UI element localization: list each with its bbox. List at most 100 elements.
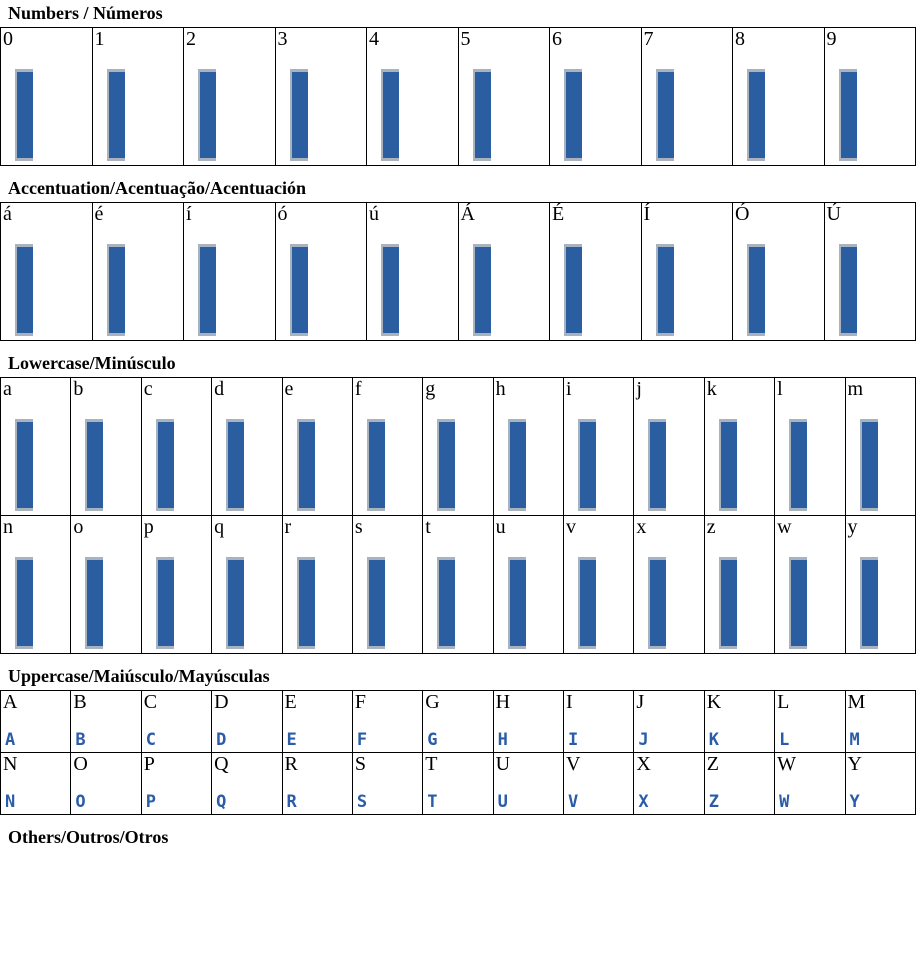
glyph-bar [655,69,674,161]
char-cell: w [774,515,846,654]
char-cell: 8 [732,27,825,166]
pixel-letter-glyph: X [638,792,648,812]
pixel-letter-glyph: S [356,792,367,812]
char-cell: 5 [457,27,550,166]
char-cell: y [844,515,916,654]
glyph-bar [366,419,385,511]
char-label: k [706,378,717,401]
char-label: X [636,753,651,776]
glyph-bar [296,419,315,511]
glyph-bar [106,69,125,161]
char-cell: s [351,515,424,654]
char-cell: 7 [640,27,733,166]
lowercase-table-slot: a b c d e f g h i j k l m n o p q r s t u v x z w y [0,377,916,654]
section-heading-lowercase: Lowercase/Minúsculo [8,353,176,373]
pixel-letter-glyph: T [427,792,437,812]
glyph-bar [289,69,308,161]
pixel-letter-glyph: C [145,730,156,750]
char-cell: e [281,377,353,516]
glyph-bar [296,557,315,649]
char-label: 6 [552,28,562,51]
char-label: M [847,691,866,714]
char-label: m [847,378,864,401]
char-label: S [354,753,366,776]
char-cell: r [281,515,353,654]
section-heading-numbers: Numbers / Números [8,3,163,23]
pixel-letter-glyph: M [849,730,860,750]
glyph-bar [381,69,399,161]
char-cell: f [351,377,424,516]
glyph-bar [289,244,308,336]
glyph-bar [789,557,808,649]
glyph-bar [859,557,878,649]
glyph-bar [85,419,104,511]
char-label: F [354,691,366,714]
char-label: R [284,753,298,776]
char-cell: d [211,377,283,516]
char-label: D [214,691,229,714]
pixel-letter-glyph: F [356,730,367,750]
glyph-bar [155,557,174,649]
char-label: Ó [735,203,750,226]
pixel-letter-glyph: G [427,730,437,750]
char-label: U [495,753,511,776]
char-cell: u [492,515,565,654]
char-cell: l [774,377,846,516]
glyph-bar [648,419,667,511]
glyph-bar [366,557,385,649]
numbers-table-slot: 0 1 2 3 4 5 6 7 8 9 [0,27,916,166]
char-label: w [777,516,792,539]
pixel-letter-glyph: E [286,730,297,750]
section-heading-uppercase: Uppercase/Maiúsculo/Mayúsculas [8,666,270,686]
numbers-table: 0 1 2 3 4 5 6 7 8 9 [0,27,916,166]
char-label: h [495,378,506,401]
char-label: C [143,691,158,714]
char-label: u [495,516,506,539]
pixel-letter-glyph: W [779,792,789,812]
char-cell: é [91,202,184,341]
glyph-bar [578,419,596,511]
char-label: V [566,753,581,776]
char-label: T [425,753,438,776]
char-label: 7 [643,28,654,51]
char-label: K [706,691,722,714]
glyph-bar [507,557,526,649]
pixel-letter-glyph: K [708,730,719,750]
char-cell: 9 [823,27,916,166]
char-label: q [214,516,225,539]
char-cell: c [140,377,213,516]
glyph-bar [106,244,125,336]
char-cell: ú [366,202,459,341]
char-label: O [73,753,88,776]
char-cell: 1 [91,27,184,166]
char-label: c [143,378,153,401]
pixel-letter-glyph: Z [708,792,719,812]
font-sample-page: Numbers / Números 0 1 2 3 4 5 6 7 8 9 Accentuatio… [0,3,916,848]
char-label: x [636,516,647,539]
section-heading-accentuation: Accentuation/Acentuação/Acentuación [8,178,306,198]
section-heading-others: Others/Outros/Otros [8,827,169,847]
char-label: p [143,516,154,539]
char-cell: Ú [823,202,916,341]
glyph-bar [198,244,216,336]
glyph-bar [226,419,245,511]
char-label: 2 [186,28,196,51]
char-cell: ó [274,202,367,341]
char-label: r [284,516,292,539]
glyph-bar [15,69,33,161]
char-label: N [3,753,18,776]
pixel-letter-glyph: Q [216,792,226,812]
pixel-letter-glyph: D [216,730,226,750]
glyph-bar [747,244,765,336]
char-cell: j [633,377,705,516]
char-label: Z [706,753,719,776]
char-label: b [73,378,84,401]
